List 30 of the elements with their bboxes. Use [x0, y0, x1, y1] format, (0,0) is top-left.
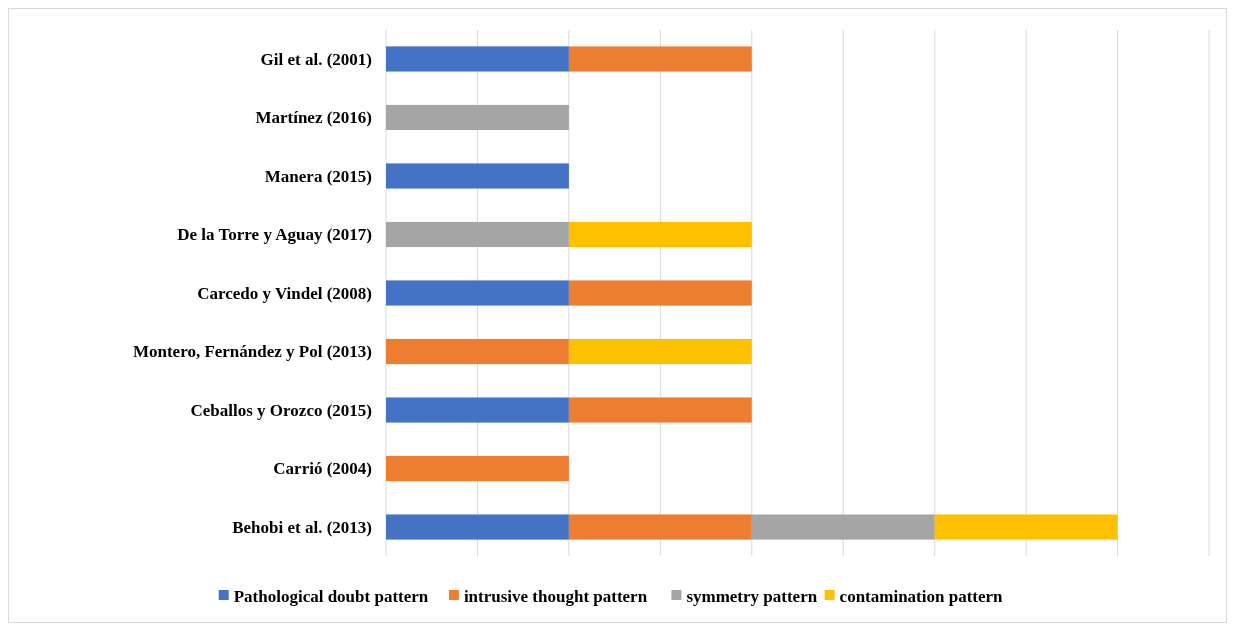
legend-label: symmetry pattern	[686, 586, 818, 606]
bar	[568, 338, 752, 365]
y-tick-label: Ceballos y Orozco (2015)	[190, 400, 372, 420]
bar	[386, 46, 569, 72]
y-tick-label: Gil et al. (2001)	[260, 49, 372, 69]
legend-label: Pathological doubt pattern	[233, 586, 429, 606]
bar	[386, 221, 569, 248]
bar	[751, 514, 935, 540]
bar	[386, 163, 569, 189]
bar	[568, 397, 752, 423]
y-tick-label: De la Torre y Aguay (2017)	[177, 225, 372, 245]
bar	[934, 514, 1118, 540]
bar	[386, 397, 569, 423]
y-tick-label: Martínez (2016)	[255, 108, 372, 128]
y-tick-label: Montero, Fernández y Pol (2013)	[132, 342, 372, 362]
bar	[386, 514, 569, 540]
y-tick-label: Carcedo y Vindel (2008)	[197, 283, 372, 303]
y-tick-label: Behobi et al. (2013)	[232, 517, 372, 537]
legend-label: intrusive thought pattern	[463, 586, 648, 606]
bar	[386, 280, 569, 306]
bar	[568, 221, 752, 248]
bar	[386, 104, 569, 131]
bar	[568, 46, 752, 72]
y-tick-label: Manera (2015)	[264, 166, 372, 186]
bar	[386, 338, 569, 365]
bar	[568, 280, 752, 306]
y-tick-label: Carrió (2004)	[273, 459, 372, 479]
bar	[568, 514, 752, 540]
bar	[386, 455, 569, 482]
legend-label: contamination pattern	[839, 586, 1004, 606]
